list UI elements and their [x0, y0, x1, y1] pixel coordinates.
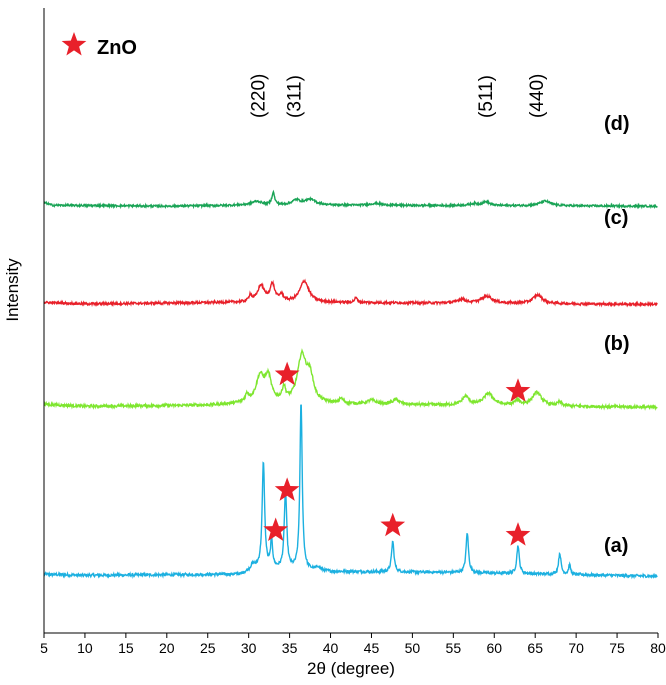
x-tick-label-60: 60 — [486, 640, 502, 656]
x-ticks-group: 5 10 15 20 25 30 35 40 45 50 55 60 65 70 75 80 — [40, 633, 666, 656]
x-tick-label-65: 65 — [527, 640, 543, 656]
trace-label-c: (c) — [604, 207, 628, 229]
x-tick-label-75: 75 — [609, 640, 625, 656]
x-tick-label-35: 35 — [282, 640, 298, 656]
hkl-label-511: (511) — [476, 75, 497, 118]
x-tick-label-55: 55 — [446, 640, 462, 656]
zno-star-a-3 — [505, 522, 531, 546]
series-line-b — [43, 348, 658, 411]
x-tick-label-30: 30 — [241, 640, 257, 656]
x-tick-label-50: 50 — [405, 640, 421, 656]
x-tick-label-15: 15 — [118, 640, 134, 656]
legend: ZnO — [61, 32, 137, 59]
y-axis-title: Intensity — [3, 258, 22, 322]
x-axis-title: 2θ (degree) — [307, 659, 395, 678]
zno-star-b-1 — [505, 378, 531, 402]
hkl-label-311: (311) — [285, 75, 306, 118]
x-tick-label-40: 40 — [323, 640, 339, 656]
zno-star-a-0 — [263, 517, 289, 541]
x-tick-label-5: 5 — [40, 640, 48, 656]
series-line-d — [43, 189, 658, 210]
series-line-a — [43, 404, 658, 580]
zno-star-a-2 — [380, 512, 406, 537]
x-tick-label-80: 80 — [650, 640, 666, 656]
x-tick-label-20: 20 — [159, 640, 175, 656]
zno-star-a-1 — [274, 477, 300, 501]
zno-star-markers — [263, 361, 531, 546]
x-tick-label-25: 25 — [200, 640, 216, 656]
x-tick-label-45: 45 — [364, 640, 380, 656]
trace-label-a: (a) — [604, 535, 628, 557]
hkl-labels: (220) (311) (511) (440) — [248, 74, 547, 118]
series-line-c — [43, 278, 658, 308]
traces-group — [43, 189, 658, 580]
x-tick-label-10: 10 — [77, 640, 93, 656]
trace-label-d: (d) — [604, 113, 630, 135]
trace-label-b: (b) — [604, 333, 630, 355]
trace-labels: (a) (b) (c) (d) — [604, 113, 630, 557]
legend-label: ZnO — [97, 37, 137, 59]
legend-star-icon — [61, 32, 87, 56]
x-tick-label-70: 70 — [568, 640, 584, 656]
hkl-label-220: (220) — [248, 74, 269, 118]
zno-star-b-0 — [274, 361, 300, 386]
hkl-label-440: (440) — [527, 74, 548, 118]
